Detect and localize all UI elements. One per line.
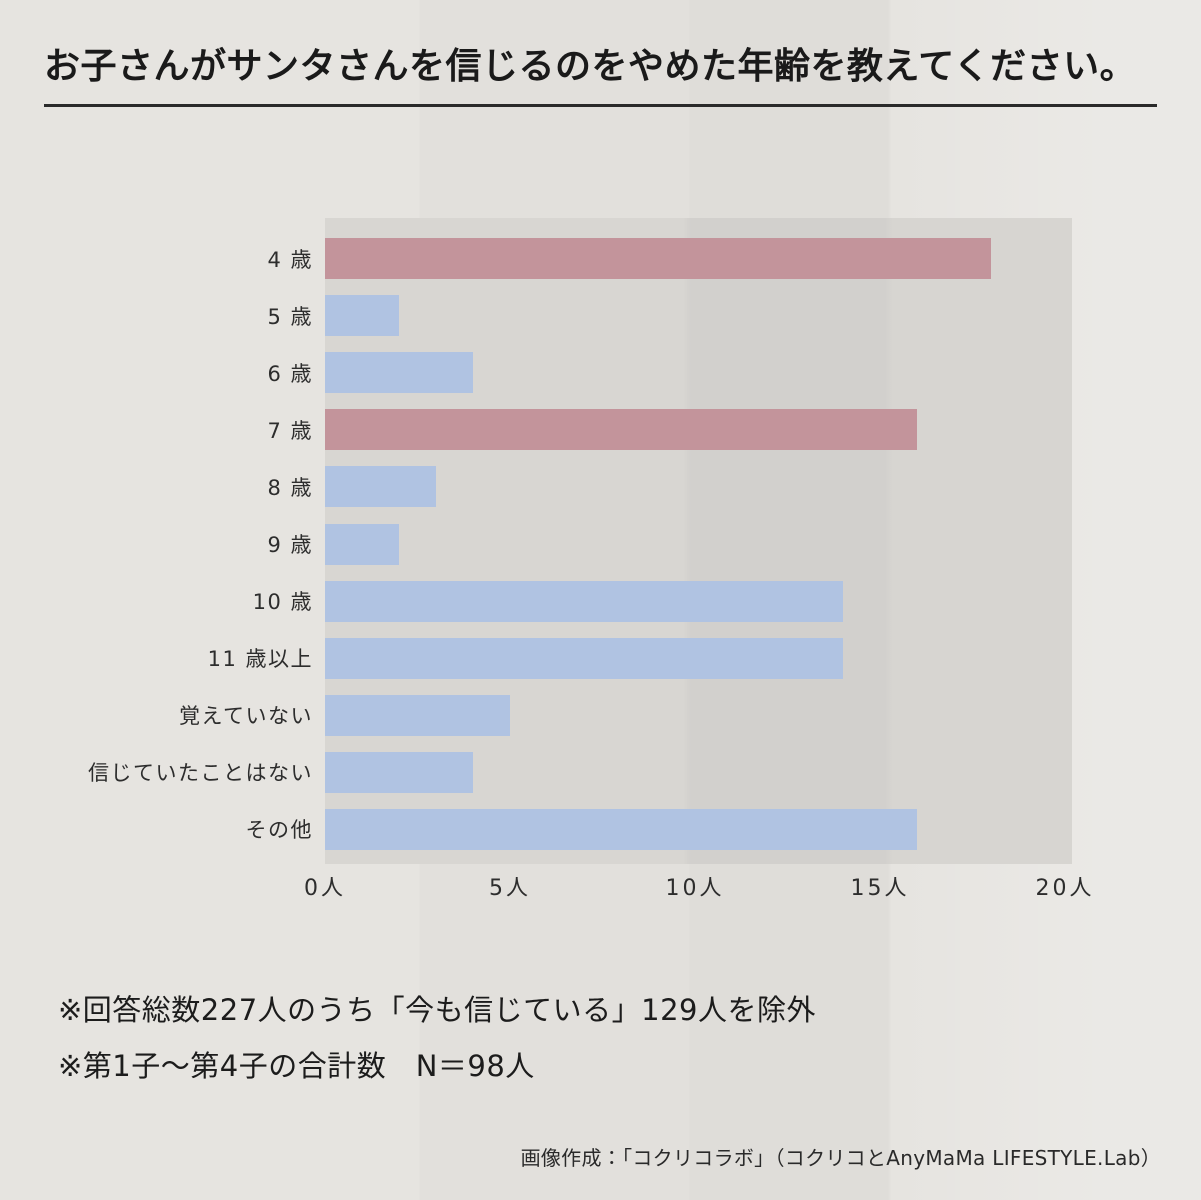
category-label: 信じていたことはない	[88, 761, 313, 786]
bars-container	[325, 230, 1072, 858]
bar-row	[325, 515, 1072, 572]
bar	[325, 808, 917, 850]
bar-row	[325, 287, 1072, 344]
category-label: 4 歳	[267, 247, 313, 272]
bar	[325, 295, 399, 337]
bar	[325, 580, 843, 622]
footnotes: ※回答総数227人のうち「今も信じている」129人を除外 ※第1子〜第4子の合計…	[58, 996, 816, 1108]
bar	[325, 523, 399, 565]
bar	[325, 466, 436, 508]
category-axis: 4 歳 5 歳 6 歳 7 歳 8 歳 9 歳 10 歳 11 歳以上覚えていない信じていたこ…	[0, 230, 313, 858]
chart-title: お子さんがサンタさんを信じるのをやめた年齢を教えてください。	[44, 46, 1137, 87]
bar	[325, 238, 991, 280]
bar-row	[325, 458, 1072, 515]
credit-line: 画像作成：「コクリコラボ」（コクリコとAnyMaMa LIFESTYLE.Lab…	[520, 1146, 1161, 1170]
footnote-exclusion: ※回答総数227人のうち「今も信じている」129人を除外	[58, 993, 817, 1027]
bar-row	[325, 630, 1072, 687]
bar	[325, 637, 843, 679]
bar-row	[325, 687, 1072, 744]
bar-row	[325, 230, 1072, 287]
category-label: その他	[245, 818, 313, 843]
bar-row	[325, 744, 1072, 801]
category-label: 6 歳	[267, 361, 313, 386]
category-label: 5 歳	[267, 304, 313, 329]
bar	[325, 694, 510, 736]
category-label: 7 歳	[267, 418, 313, 443]
bar	[325, 409, 917, 451]
bar-row	[325, 401, 1072, 458]
title-block: お子さんがサンタさんを信じるのをやめた年齢を教えてください。	[44, 44, 1157, 107]
category-label: 覚えていない	[179, 704, 313, 729]
x-tick-label: 0人	[304, 876, 346, 901]
x-tick-label: 20人	[1035, 876, 1095, 901]
bar-row	[325, 344, 1072, 401]
x-axis: 0人 5人 10人 15人 20人	[304, 870, 1092, 901]
x-tick-label: 15人	[850, 876, 910, 901]
category-label: 10 歳	[252, 590, 313, 615]
bar	[325, 352, 473, 394]
bar	[325, 751, 473, 793]
category-label: 8 歳	[267, 475, 313, 500]
x-tick-label: 10人	[665, 876, 725, 901]
bar-row	[325, 801, 1072, 858]
bar-row	[325, 573, 1072, 630]
category-label: 11 歳以上	[207, 647, 313, 672]
x-tick-label: 5人	[489, 876, 531, 901]
category-label: 9 歳	[267, 533, 313, 558]
footnote-sample-size: ※第1子〜第4子の合計数 N＝98人	[58, 1049, 535, 1083]
